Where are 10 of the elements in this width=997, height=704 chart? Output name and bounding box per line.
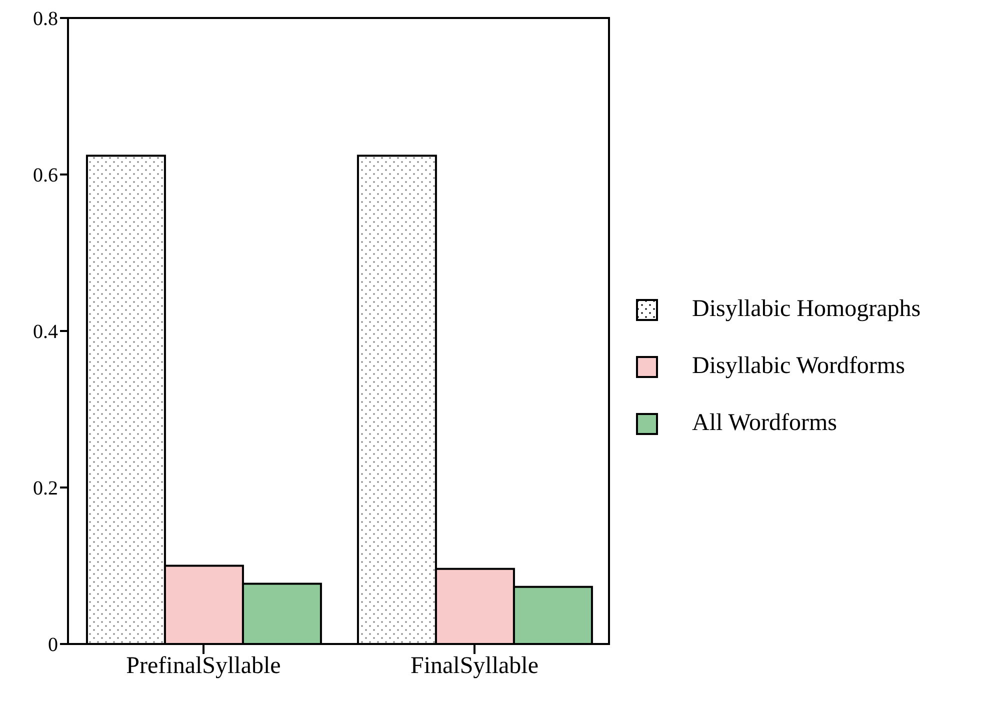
- x-tick-label: FinalSyllable: [410, 653, 538, 680]
- legend-label: All Wordforms: [692, 410, 837, 437]
- y-tick-label: 0.6: [33, 164, 58, 187]
- y-tick-label: 0.2: [33, 478, 58, 500]
- legend-label: Disyllabic Wordforms: [692, 353, 905, 380]
- y-tick-label: 0.8: [33, 8, 58, 30]
- x-tick-label: PrefinalSyllable: [126, 653, 281, 680]
- y-tick-label: 0: [48, 634, 58, 656]
- y-tick-label: 0.4: [33, 321, 58, 344]
- legend-label: Disyllabic Homographs: [692, 296, 921, 323]
